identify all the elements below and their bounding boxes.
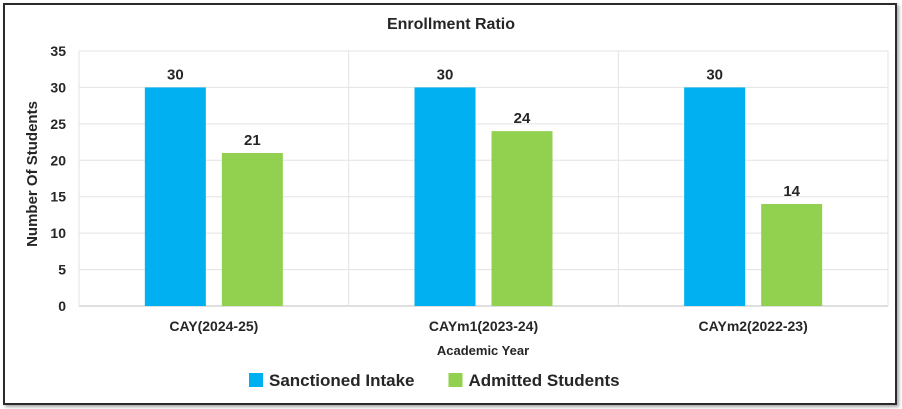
legend-item: Admitted Students (448, 371, 620, 390)
x-axis-categories: CAY(2024-25) CAYm1(2023-24) CAYm2(2022-23) (169, 318, 807, 334)
bar (414, 87, 476, 306)
legend-swatch (249, 373, 263, 387)
bar-value-label: 21 (244, 132, 261, 149)
bar-value-label: 30 (706, 66, 723, 83)
legend-label: Admitted Students (468, 371, 619, 390)
y-axis-title: Number Of Students (24, 101, 41, 247)
legend-swatch (448, 373, 463, 387)
y-axis-ticks: 0 5 10 15 20 25 30 35 (50, 43, 66, 314)
y-tick-label: 0 (58, 298, 66, 314)
bars (144, 87, 823, 306)
y-tick-label: 25 (50, 116, 66, 132)
y-tick-label: 5 (58, 262, 66, 278)
legend: Sanctioned Intake Admitted Students (249, 371, 620, 390)
y-tick-label: 10 (50, 225, 66, 241)
y-tick-label: 15 (50, 189, 66, 205)
bar (684, 87, 746, 306)
data-labels: 30 21 30 24 30 14 (167, 66, 801, 200)
bar-value-label: 30 (167, 66, 184, 83)
bar (144, 87, 206, 306)
chart-title: Enrollment Ratio (387, 16, 515, 33)
bar (221, 153, 283, 306)
x-category-label: CAYm2(2022-23) (699, 318, 808, 334)
x-category-label: CAY(2024-25) (169, 318, 258, 334)
bar-value-label: 24 (514, 110, 531, 127)
legend-label: Sanctioned Intake (269, 371, 414, 390)
bar (761, 204, 823, 306)
x-category-label: CAYm1(2023-24) (429, 318, 538, 334)
bar-value-label: 30 (437, 66, 454, 83)
y-tick-label: 35 (50, 43, 66, 59)
grid-lines (78, 50, 889, 307)
bar-value-label: 14 (783, 183, 800, 200)
x-axis-title: Academic Year (437, 343, 529, 358)
y-tick-label: 30 (50, 79, 66, 95)
bar (491, 131, 553, 306)
y-tick-label: 20 (50, 152, 66, 168)
legend-item: Sanctioned Intake (249, 371, 414, 390)
